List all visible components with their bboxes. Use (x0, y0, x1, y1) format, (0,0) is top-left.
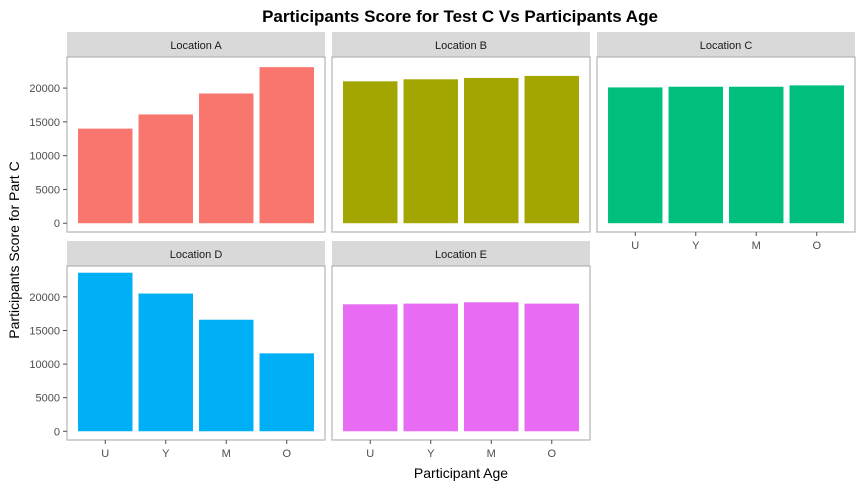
bar (199, 93, 254, 224)
x-tick-label: U (366, 448, 374, 460)
bar (524, 75, 579, 224)
facet-strip-label: Location E (435, 249, 487, 261)
bar (789, 85, 844, 224)
x-tick-label: Y (692, 240, 700, 252)
bar (464, 77, 519, 224)
y-tick-label: 0 (54, 426, 60, 438)
bar (259, 353, 314, 432)
facet-panel: Location E U Y M O (331, 241, 591, 460)
facet-strip (332, 32, 590, 57)
bar (668, 86, 723, 224)
y-tick-label: 10000 (29, 359, 60, 371)
bar (259, 67, 314, 224)
x-tick-label: Y (162, 448, 170, 460)
x-tick-label: O (282, 448, 291, 460)
facet-strip (67, 241, 325, 266)
y-tick-label: 5000 (36, 184, 60, 196)
facet-strip-label: Location B (435, 40, 487, 52)
bar (78, 128, 133, 224)
facet-strip-label: Location C (700, 40, 753, 52)
facet-panels: Location A 0 5000 10000 15000 20000 Location B… (29, 32, 856, 460)
bar (138, 293, 193, 432)
bar (608, 87, 663, 224)
bar (524, 303, 579, 432)
y-tick-label: 20000 (29, 292, 60, 304)
facet-panel: Location C U Y M O (596, 32, 856, 252)
facet-strip-label: Location D (170, 249, 223, 261)
bar (138, 114, 193, 224)
y-tick-label: 10000 (29, 151, 60, 163)
facet-panel: Location A 0 5000 10000 15000 20000 (29, 32, 326, 233)
y-tick-label: 15000 (29, 325, 60, 337)
facet-panel: Location B (331, 32, 591, 233)
y-tick-label: 20000 (29, 83, 60, 95)
x-tick-label: U (631, 240, 639, 252)
y-tick-label: 5000 (36, 393, 60, 405)
facet-strip (332, 241, 590, 266)
bar (464, 302, 519, 432)
x-tick-label: M (752, 240, 761, 252)
bar (199, 319, 254, 432)
x-axis-title: Participant Age (414, 465, 508, 481)
bar (343, 304, 398, 432)
facet-strip (597, 32, 855, 57)
x-tick-label: Y (427, 448, 435, 460)
x-tick-label: U (101, 448, 109, 460)
x-tick-label: O (812, 240, 821, 252)
y-axis-title: Participants Score for Part C (6, 161, 22, 338)
facet-strip-label: Location A (170, 40, 222, 52)
bar (78, 272, 133, 432)
y-tick-label: 0 (54, 218, 60, 230)
x-tick-label: O (547, 448, 556, 460)
x-tick-label: M (487, 448, 496, 460)
bar (729, 86, 784, 224)
bar (403, 303, 458, 432)
y-tick-label: 15000 (29, 117, 60, 129)
bar (343, 81, 398, 224)
facet-panel: Location D 0 5000 10000 15000 20000 U Y M O (29, 241, 326, 460)
chart-title: Participants Score for Test C Vs Partici… (262, 7, 658, 26)
facet-strip (67, 32, 325, 57)
x-tick-label: M (222, 448, 231, 460)
bar (403, 79, 458, 224)
